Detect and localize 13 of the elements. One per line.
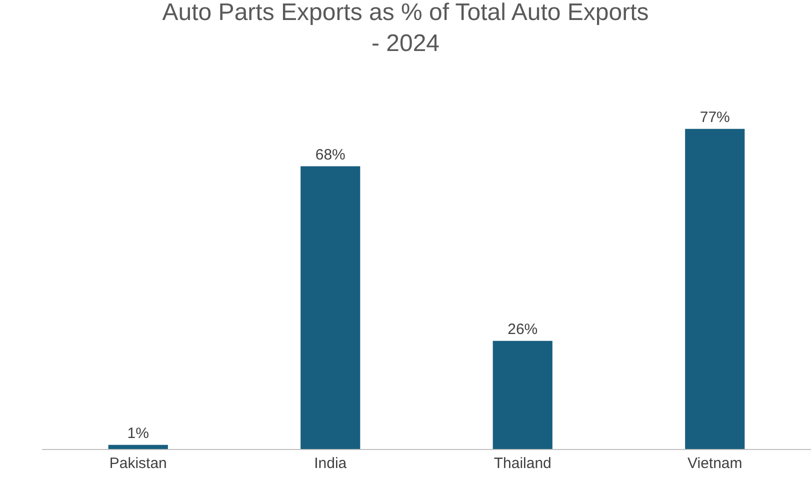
x-tick-label: Pakistan [109,455,167,472]
bar [492,340,552,449]
bar [108,444,168,449]
x-tick-label: Thailand [494,455,552,472]
data-label: 1% [127,424,149,442]
x-tick-label: Vietnam [687,455,742,472]
x-tick-label: India [314,455,348,472]
bar [685,128,745,449]
data-label: 26% [508,320,538,338]
data-label: 77% [700,108,730,126]
data-label: 68% [315,146,346,164]
bar [300,166,360,449]
chart-title: Auto Parts Exports as % of Total Auto Exports - 2024 [162,0,649,58]
